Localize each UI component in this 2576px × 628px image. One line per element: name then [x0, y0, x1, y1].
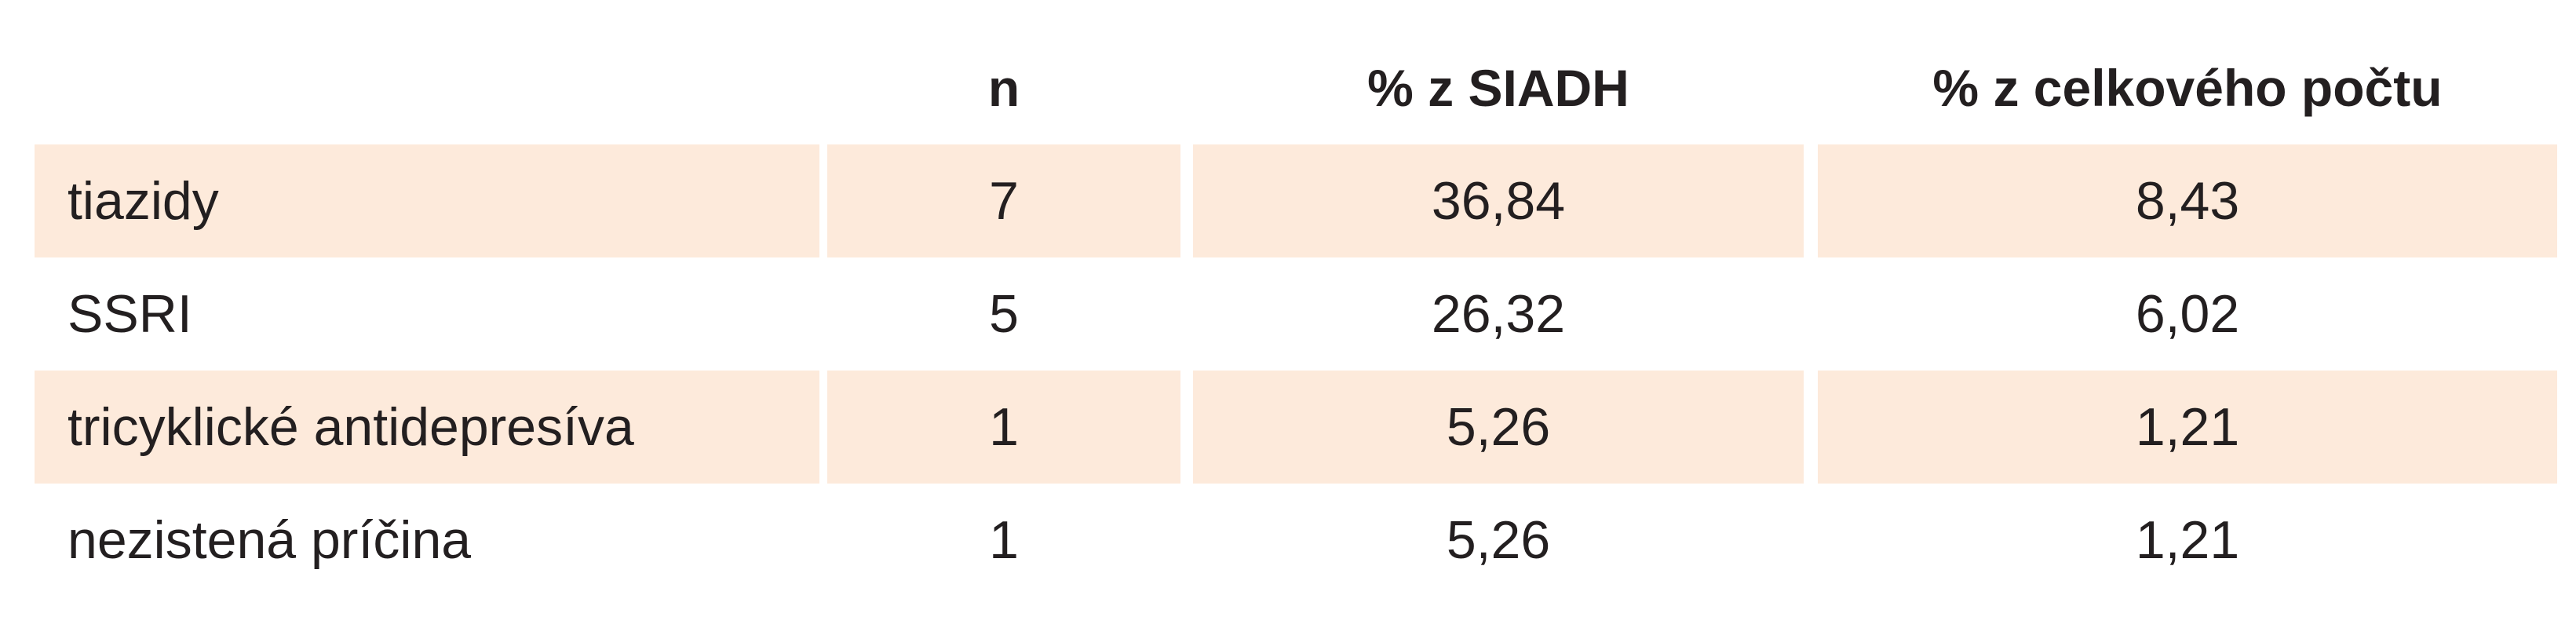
header-cell-pct-total: % z celkového počtu — [1932, 59, 2443, 117]
header-cell-cause — [35, 31, 819, 144]
table-row: SSRI 5 26,32 6,02 — [35, 257, 2557, 371]
table-header-row: n % z SIADH % z celkového počtu — [35, 31, 2557, 144]
cell-cause: SSRI — [68, 284, 192, 344]
header-cell-pct-siadh: % z SIADH — [1367, 59, 1629, 117]
cell-pct-total: 1,21 — [2135, 510, 2240, 570]
cell-pct-siadh: 36,84 — [1193, 144, 1804, 257]
cell-cause: tiazidy — [35, 144, 819, 257]
table-row: nezistená príčina 1 5,26 1,21 — [35, 484, 2557, 597]
cell-cause: tricyklické antidepresíva — [35, 371, 819, 484]
cell-n: 1 — [989, 510, 1019, 570]
table-row: tricyklické antidepresíva 1 5,26 1,21 — [35, 371, 2557, 484]
cell-n: 5 — [989, 284, 1019, 344]
cell-pct-siadh: 5,26 — [1446, 510, 1551, 570]
cell-cause: nezistená príčina — [68, 510, 472, 570]
table-row: tiazidy 7 36,84 8,43 — [35, 144, 2557, 257]
header-cell-n: n — [987, 59, 1020, 117]
cell-pct-total: 6,02 — [2135, 284, 2240, 344]
cell-n: 1 — [827, 371, 1180, 484]
cell-pct-siadh: 5,26 — [1193, 371, 1804, 484]
cell-pct-siadh: 26,32 — [1431, 284, 1566, 344]
cell-pct-total: 8,43 — [1818, 144, 2557, 257]
cell-n: 7 — [827, 144, 1180, 257]
cell-pct-total: 1,21 — [1818, 371, 2557, 484]
